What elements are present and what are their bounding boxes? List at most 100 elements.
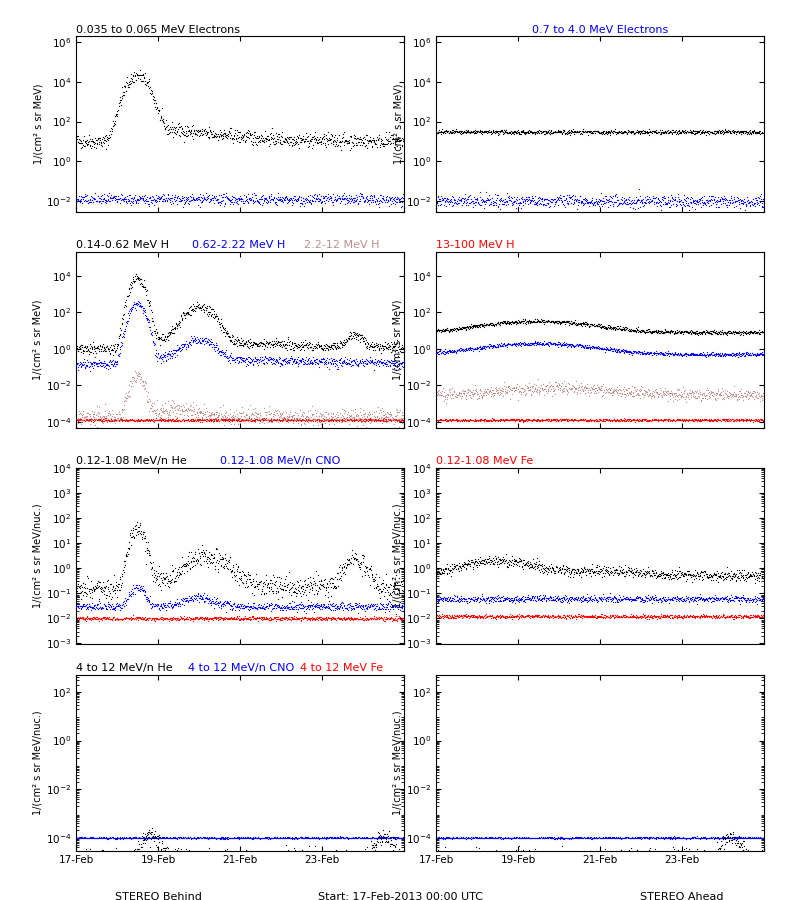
- Point: [228, 413, 241, 428]
- Point: [394, 600, 407, 615]
- Point: [556, 382, 569, 397]
- Point: [314, 409, 327, 423]
- Point: [103, 831, 116, 845]
- Point: [721, 125, 734, 140]
- Point: [603, 343, 616, 357]
- Point: [316, 598, 329, 613]
- Point: [741, 567, 754, 581]
- Point: [747, 845, 760, 859]
- Point: [602, 609, 615, 624]
- Point: [443, 609, 456, 624]
- Point: [188, 127, 201, 141]
- Point: [195, 122, 208, 136]
- Point: [368, 410, 381, 424]
- Point: [98, 609, 111, 624]
- Point: [622, 610, 634, 625]
- Point: [197, 302, 210, 316]
- Point: [376, 831, 389, 845]
- Point: [530, 609, 543, 624]
- Point: [257, 411, 270, 426]
- Point: [588, 609, 601, 624]
- Point: [522, 850, 535, 865]
- Point: [708, 609, 721, 624]
- Point: [732, 124, 745, 139]
- Point: [370, 192, 383, 206]
- Point: [697, 609, 710, 624]
- Point: [389, 581, 402, 596]
- Point: [474, 123, 487, 138]
- Point: [218, 408, 230, 422]
- Point: [388, 339, 401, 354]
- Point: [92, 194, 105, 208]
- Point: [254, 131, 267, 146]
- Point: [471, 318, 484, 332]
- Point: [692, 590, 705, 604]
- Point: [705, 595, 718, 609]
- Point: [656, 193, 669, 207]
- Point: [288, 353, 301, 367]
- Point: [513, 554, 526, 569]
- Point: [488, 412, 501, 427]
- Point: [516, 850, 529, 864]
- Point: [560, 608, 573, 623]
- Point: [482, 831, 494, 845]
- Point: [123, 527, 136, 542]
- Point: [620, 854, 633, 868]
- Point: [289, 580, 302, 595]
- Point: [94, 831, 106, 845]
- Point: [630, 323, 643, 338]
- Point: [287, 585, 300, 599]
- Point: [522, 608, 534, 622]
- Point: [344, 551, 357, 565]
- Point: [172, 596, 185, 610]
- Point: [392, 601, 405, 616]
- Point: [204, 412, 217, 427]
- Point: [646, 591, 659, 606]
- Point: [270, 336, 283, 350]
- Point: [313, 600, 326, 615]
- Point: [224, 333, 237, 347]
- Point: [676, 347, 689, 362]
- Point: [494, 610, 506, 625]
- Point: [135, 832, 148, 846]
- Point: [434, 125, 446, 140]
- Point: [212, 310, 225, 325]
- Point: [618, 610, 630, 625]
- Point: [566, 414, 579, 428]
- Point: [227, 832, 240, 846]
- Point: [70, 599, 82, 614]
- Point: [573, 317, 586, 331]
- Point: [449, 412, 462, 427]
- Point: [379, 415, 392, 429]
- Point: [199, 831, 212, 845]
- Point: [542, 831, 555, 845]
- Point: [563, 610, 576, 625]
- Point: [388, 578, 401, 592]
- Point: [181, 191, 194, 205]
- Point: [313, 850, 326, 864]
- Point: [690, 411, 702, 426]
- Point: [302, 571, 314, 585]
- Point: [578, 413, 590, 428]
- Point: [378, 342, 390, 356]
- Point: [143, 554, 156, 569]
- Point: [542, 197, 555, 211]
- Point: [378, 412, 391, 427]
- Point: [538, 334, 550, 348]
- Point: [239, 358, 252, 373]
- Point: [534, 335, 546, 349]
- Point: [483, 593, 496, 608]
- Point: [689, 127, 702, 141]
- Point: [594, 608, 607, 622]
- Point: [99, 339, 112, 354]
- Point: [123, 542, 136, 556]
- Point: [712, 609, 725, 624]
- Point: [75, 852, 88, 867]
- Point: [173, 341, 186, 356]
- Point: [283, 830, 296, 844]
- Point: [116, 831, 129, 845]
- Point: [145, 411, 158, 426]
- Point: [108, 114, 121, 129]
- Point: [598, 610, 611, 625]
- Point: [211, 409, 224, 423]
